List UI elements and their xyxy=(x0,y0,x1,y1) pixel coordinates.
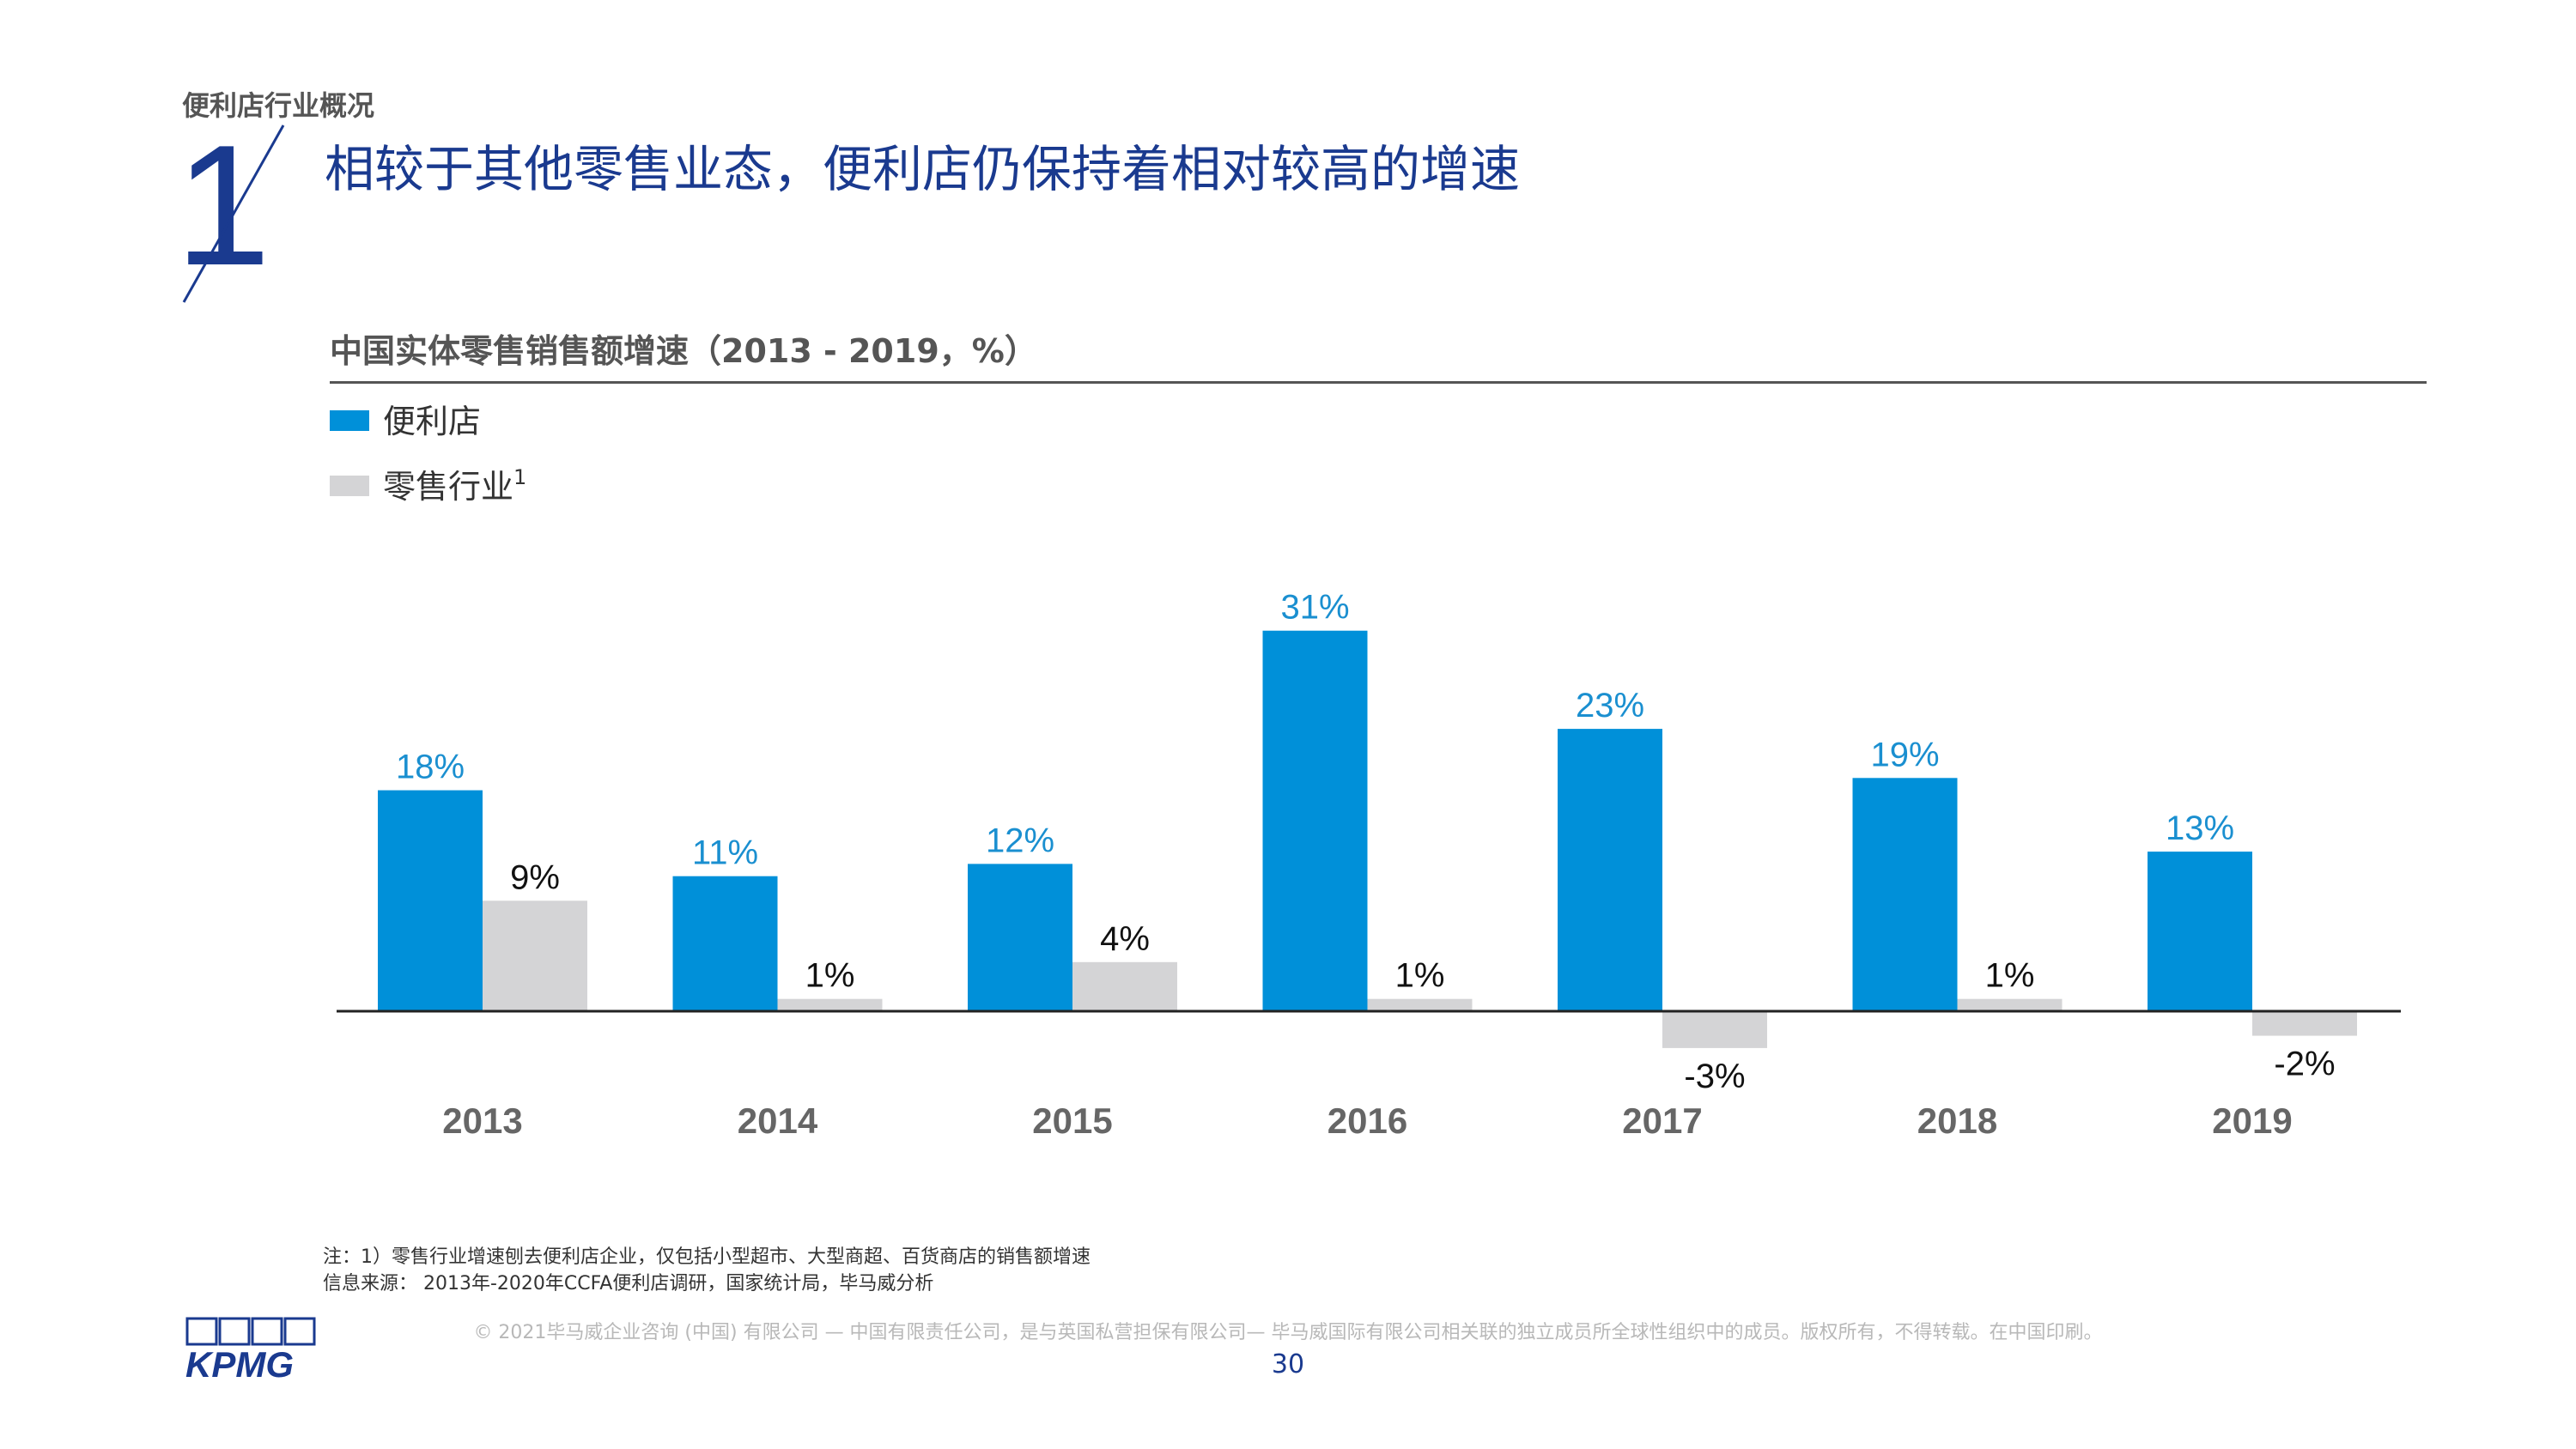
kpmg-logo-text: KPMG xyxy=(185,1344,294,1380)
bar-retail-2013 xyxy=(483,900,587,1011)
copyright: © 2021毕马威企业咨询 (中国) 有限公司 — 中国有限责任公司，是与英国私… xyxy=(473,1322,2103,1343)
data-label-convenience-2016: 31% xyxy=(1280,589,1349,627)
bar-retail-2015 xyxy=(1072,961,1177,1011)
bar-convenience-2013 xyxy=(378,790,483,1011)
bar-retail-2016 xyxy=(1367,998,1473,1011)
data-label-retail-2013: 9% xyxy=(510,858,560,896)
bar-convenience-2019 xyxy=(2148,852,2252,1011)
x-tick-2013: 2013 xyxy=(442,1100,522,1141)
bar-convenience-2015 xyxy=(968,864,1072,1011)
data-label-convenience-2018: 19% xyxy=(1870,736,1939,773)
legend-swatch-convenience xyxy=(330,410,369,431)
section-number-mark: 1 xyxy=(175,120,285,303)
legend-superscript: 1 xyxy=(513,465,526,489)
chart-x-ticks: 2013 2014 2015 2016 2017 2018 2019 xyxy=(442,1100,2292,1141)
x-tick-2017: 2017 xyxy=(1622,1100,1702,1141)
data-label-convenience-2014: 11% xyxy=(692,834,758,872)
chart-title: 中国实体零售销售额增速（2013 - 2019，%） xyxy=(330,332,1037,370)
bar-convenience-2018 xyxy=(1852,778,1958,1011)
page-title: 相较于其他零售业态，便利店仍保持着相对较高的增速 xyxy=(325,140,1521,198)
legend-label-convenience: 便利店 xyxy=(383,403,481,440)
data-label-retail-2015: 4% xyxy=(1100,920,1150,958)
data-label-convenience-2013: 18% xyxy=(396,749,465,786)
data-label-retail-2018: 1% xyxy=(1985,957,2035,995)
footnote-note: 注：1）零售行业增速刨去便利店企业，仅包括小型超市、大型商超、百货商店的销售额增… xyxy=(323,1246,1091,1268)
x-tick-2018: 2018 xyxy=(1917,1100,1997,1141)
footnote-source: 信息来源： 2013年-2020年CCFA便利店调研，国家统计局，毕马威分析 xyxy=(323,1273,934,1294)
bar-retail-2014 xyxy=(777,998,883,1011)
kpmg-logo: KPMG xyxy=(184,1315,321,1385)
data-label-convenience-2015: 12% xyxy=(986,822,1054,859)
data-label-convenience-2017: 23% xyxy=(1576,687,1644,724)
data-label-retail-2016: 1% xyxy=(1395,957,1445,995)
bar-retail-2019 xyxy=(2252,1011,2357,1036)
bar-retail-2017 xyxy=(1662,1011,1767,1048)
x-tick-2015: 2015 xyxy=(1032,1100,1112,1141)
data-label-retail-2017: -3% xyxy=(1684,1058,1745,1095)
legend-label-retail: 零售行业1 xyxy=(383,465,526,506)
kpmg-logo-boxes: KPMG xyxy=(185,1317,316,1385)
data-label-retail-2014: 1% xyxy=(805,957,855,995)
chart-bars xyxy=(378,630,2357,1048)
bar-retail-2018 xyxy=(1957,998,2063,1011)
chart-title-rule xyxy=(330,381,2427,384)
section-number: 1 xyxy=(175,120,270,301)
section-label: 便利店行业概况 xyxy=(182,89,375,122)
x-tick-2014: 2014 xyxy=(738,1100,818,1141)
bar-convenience-2014 xyxy=(672,876,778,1011)
x-tick-2016: 2016 xyxy=(1327,1100,1407,1141)
page-number: 30 xyxy=(1271,1349,1305,1379)
section-slash xyxy=(182,124,285,303)
bar-convenience-2017 xyxy=(1558,729,1662,1011)
x-tick-2019: 2019 xyxy=(2212,1100,2292,1141)
data-label-retail-2019: -2% xyxy=(2274,1046,2335,1083)
legend-swatch-retail xyxy=(330,476,369,496)
data-label-convenience-2019: 13% xyxy=(2166,809,2234,847)
bar-convenience-2016 xyxy=(1262,630,1368,1011)
chart-data-labels: 18% 9% 11% 1% 12% 4% 31% 1% 23% -3% 19% 1% 13% -2% xyxy=(396,589,2336,1095)
